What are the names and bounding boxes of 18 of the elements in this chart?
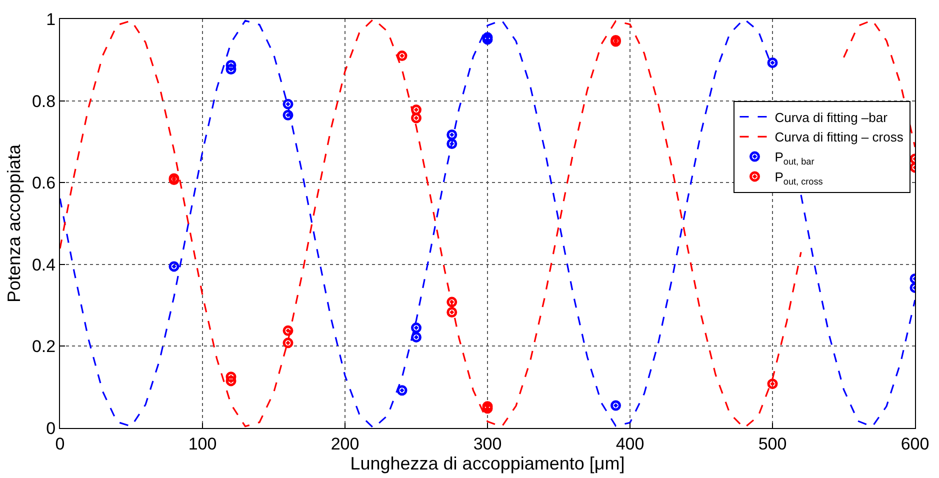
y-tick-label: 0.2 — [32, 337, 56, 356]
x-tick-label: 100 — [188, 434, 217, 454]
x-tick-label: 400 — [616, 434, 644, 454]
x-axis-title: Lunghezza di accoppiamento [μm] — [350, 453, 625, 474]
y-tick-label: 0.8 — [32, 92, 56, 111]
legend-label: P$_{out, bar}$ — [774, 150, 814, 166]
y-tick-label: 0.6 — [32, 174, 56, 193]
legend-label: Curva di fitting – cross — [774, 130, 904, 145]
y-axis-title: Potenza accoppiata — [4, 143, 24, 303]
x-tick-label: 500 — [758, 434, 787, 454]
x-tick-label: 600 — [900, 434, 930, 454]
legend-label: P$_{out, cross}$ — [774, 170, 824, 186]
y-tick-label: 0 — [46, 418, 56, 438]
legend-label: Curva di fitting –bar — [774, 110, 888, 125]
x-tick-label: 200 — [330, 434, 360, 454]
y-tick-label: 1 — [46, 10, 56, 29]
x-tick-label: 300 — [473, 434, 502, 454]
y-tick-label: 0.4 — [32, 255, 56, 274]
